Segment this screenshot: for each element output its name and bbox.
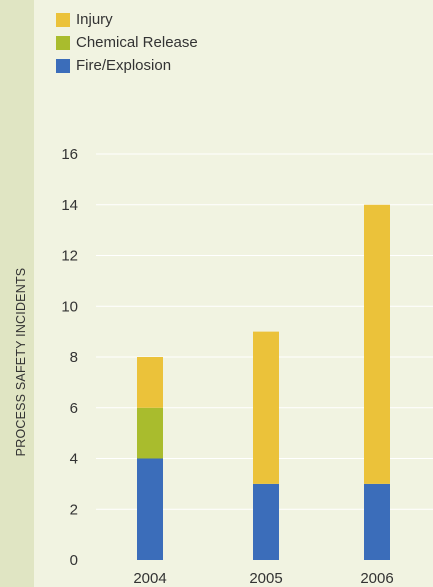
bar-segment: [253, 331, 279, 484]
x-tick-label: 2006: [360, 570, 393, 587]
y-tick-label: 2: [70, 501, 78, 518]
y-tick-label: 0: [70, 552, 78, 569]
legend-item: Fire/Explosion: [56, 54, 198, 77]
y-tick-label: 14: [61, 197, 78, 214]
x-tick-label: 2005: [249, 570, 282, 587]
legend-label: Fire/Explosion: [76, 57, 172, 74]
y-tick-label: 10: [61, 298, 78, 315]
legend-item: Chemical Release: [56, 31, 198, 54]
legend-swatch: [56, 58, 70, 73]
y-tick-label: 4: [70, 451, 78, 468]
x-tick-label: 2004: [133, 570, 166, 587]
y-tick-label: 6: [70, 400, 78, 417]
bar-segment: [364, 483, 390, 560]
bar-segment: [253, 483, 279, 560]
legend-swatch: [56, 35, 70, 50]
bar-segment: [137, 357, 163, 408]
bar-segment: [364, 204, 390, 484]
legend-swatch: [56, 12, 70, 27]
bar-segment: [137, 407, 163, 459]
y-tick-label: 16: [61, 146, 78, 163]
legend-label: Injury: [76, 11, 113, 28]
y-tick-label: 8: [70, 349, 78, 366]
bar-segment: [137, 458, 163, 560]
legend-item: Injury: [56, 8, 198, 31]
legend-label: Chemical Release: [76, 34, 198, 51]
side-band: [0, 0, 34, 587]
legend: Injury Chemical Release Fire/Explosion: [56, 8, 198, 77]
y-tick-label: 12: [61, 248, 78, 265]
